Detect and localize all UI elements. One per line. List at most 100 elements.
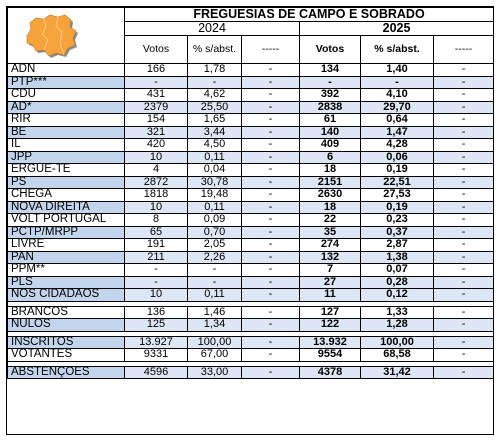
- pct-2024: 2,05: [187, 238, 242, 252]
- pct-2025: 0,28: [360, 275, 434, 289]
- spacer-cell: [299, 300, 361, 307]
- table-row: PLS - - -27 0,28-: [7, 275, 495, 289]
- dash-2025: -: [432, 238, 495, 252]
- pct-2024: 1,65: [187, 113, 242, 127]
- votes-2025: 6: [299, 150, 361, 164]
- party-name: BRANCOS: [7, 305, 125, 319]
- dash-2024: -: [241, 63, 300, 77]
- table-row: CDU 431 4,62-392 4,10-: [7, 88, 495, 102]
- results-table-frame: FREGUESIAS DE CAMPO E SOBRADO 2024 2025 …: [6, 6, 495, 435]
- votes-2025: 274: [299, 238, 361, 252]
- dash-2024: -: [241, 150, 300, 164]
- votes-2025: 7: [299, 263, 361, 277]
- votes-2025: 27: [299, 275, 361, 289]
- party-name: ADN: [7, 63, 125, 77]
- pct-2024: -: [187, 263, 242, 277]
- spacer-cell: [7, 300, 125, 307]
- party-name: ABSTENÇÕES: [7, 365, 125, 379]
- dash-2025: -: [432, 88, 495, 102]
- votes-2025: 18: [299, 163, 361, 177]
- dash-2024: -: [241, 305, 300, 319]
- table-row: BE 321 3,44-140 1,47-: [7, 125, 495, 139]
- pct-2025: 0,07: [360, 263, 434, 277]
- votes-2024: 10: [124, 150, 188, 164]
- votes-2024: 211: [124, 250, 188, 264]
- table-row: LIVRE 191 2,05-274 2,87-: [7, 238, 495, 252]
- year-2024-header: 2024: [124, 21, 300, 36]
- table-row: NOS CIDADÃOS 10 0,11-11 0,12-: [7, 288, 495, 302]
- table-row: PCTP/MRPP 65 0,70-35 0,37-: [7, 225, 495, 239]
- pct-2025: 29,70: [360, 100, 434, 114]
- table-row: VOTANTES 9331 67,00-9554 68,58-: [7, 348, 495, 362]
- party-name: IL: [7, 138, 125, 152]
- pct-2024: 0,09: [187, 213, 242, 227]
- pct-2024-header: % s/abst.: [187, 35, 242, 64]
- party-name: ERGUE-TE: [7, 163, 125, 177]
- votes-2025: 13.932: [299, 335, 361, 349]
- dash-2025: -: [432, 335, 495, 349]
- dash-2025: -: [432, 63, 495, 77]
- spacer-cell: [241, 360, 300, 367]
- table-row: VOLT PORTUGAL 8 0,09-22 0,23-: [7, 213, 495, 227]
- dash-2025: -: [432, 348, 495, 362]
- pct-2024: 0,04: [187, 163, 242, 177]
- party-name: BE: [7, 125, 125, 139]
- dash-2025: -: [432, 150, 495, 164]
- votes-2025: 9554: [299, 348, 361, 362]
- dash-2024: -: [241, 213, 300, 227]
- dash-2025: -: [432, 288, 495, 302]
- party-name: RIR: [7, 113, 125, 127]
- votes-2024: 4: [124, 163, 188, 177]
- dash-2024-header: -----: [241, 35, 300, 64]
- dash-2025: -: [432, 250, 495, 264]
- dash-2024: -: [241, 75, 300, 89]
- votes-2024: 9331: [124, 348, 188, 362]
- dash-2025: -: [432, 318, 495, 332]
- dash-2025: -: [432, 75, 495, 89]
- dash-2024: -: [241, 163, 300, 177]
- pct-2024: 67,00: [187, 348, 242, 362]
- dash-2024: -: [241, 100, 300, 114]
- spacer-cell: [299, 330, 361, 337]
- pct-2025: 1,33: [360, 305, 434, 319]
- spacer-cell: [241, 330, 300, 337]
- pct-2025: 68,58: [360, 348, 434, 362]
- votes-2024: 420: [124, 138, 188, 152]
- dash-2024: -: [241, 275, 300, 289]
- pct-2024: 0,11: [187, 288, 242, 302]
- pct-2025: 0,37: [360, 225, 434, 239]
- dash-2025: -: [432, 100, 495, 114]
- party-name: JPP: [7, 150, 125, 164]
- table-row: AD* 2379 25,50-2838 29,70-: [7, 100, 495, 114]
- section-spacer: [7, 330, 495, 337]
- dash-2024: -: [241, 288, 300, 302]
- spacer-cell: [187, 360, 242, 367]
- pct-2024: 0,70: [187, 225, 242, 239]
- dash-2025: -: [432, 175, 495, 189]
- spacer-cell: [124, 330, 188, 337]
- pct-2025: 0,19: [360, 163, 434, 177]
- pct-2025: 2,87: [360, 238, 434, 252]
- pct-2024: -: [187, 75, 242, 89]
- spacer-cell: [7, 330, 125, 337]
- votes-2024: 191: [124, 238, 188, 252]
- party-name: PAN: [7, 250, 125, 264]
- pct-2025: 4,10: [360, 88, 434, 102]
- party-name: CDU: [7, 88, 125, 102]
- pct-2024: 33,00: [187, 365, 242, 379]
- dash-2024: -: [241, 335, 300, 349]
- dash-2024: -: [241, 238, 300, 252]
- party-name: VOLT PORTUGAL: [7, 213, 125, 227]
- pct-2024: 4,62: [187, 88, 242, 102]
- dash-2024: -: [241, 188, 300, 202]
- dash-2025: -: [432, 213, 495, 227]
- table-title: FREGUESIAS DE CAMPO E SOBRADO: [123, 7, 495, 22]
- spacer-cell: [124, 300, 188, 307]
- spacer-cell: [433, 330, 495, 337]
- dash-2025: -: [432, 305, 495, 319]
- votes-2025: -: [299, 75, 361, 89]
- votes-2025: 18: [299, 200, 361, 214]
- votes-2025-header: Votos: [299, 35, 361, 64]
- votes-2025: 22: [299, 213, 361, 227]
- votes-2024: 13.927: [124, 335, 188, 349]
